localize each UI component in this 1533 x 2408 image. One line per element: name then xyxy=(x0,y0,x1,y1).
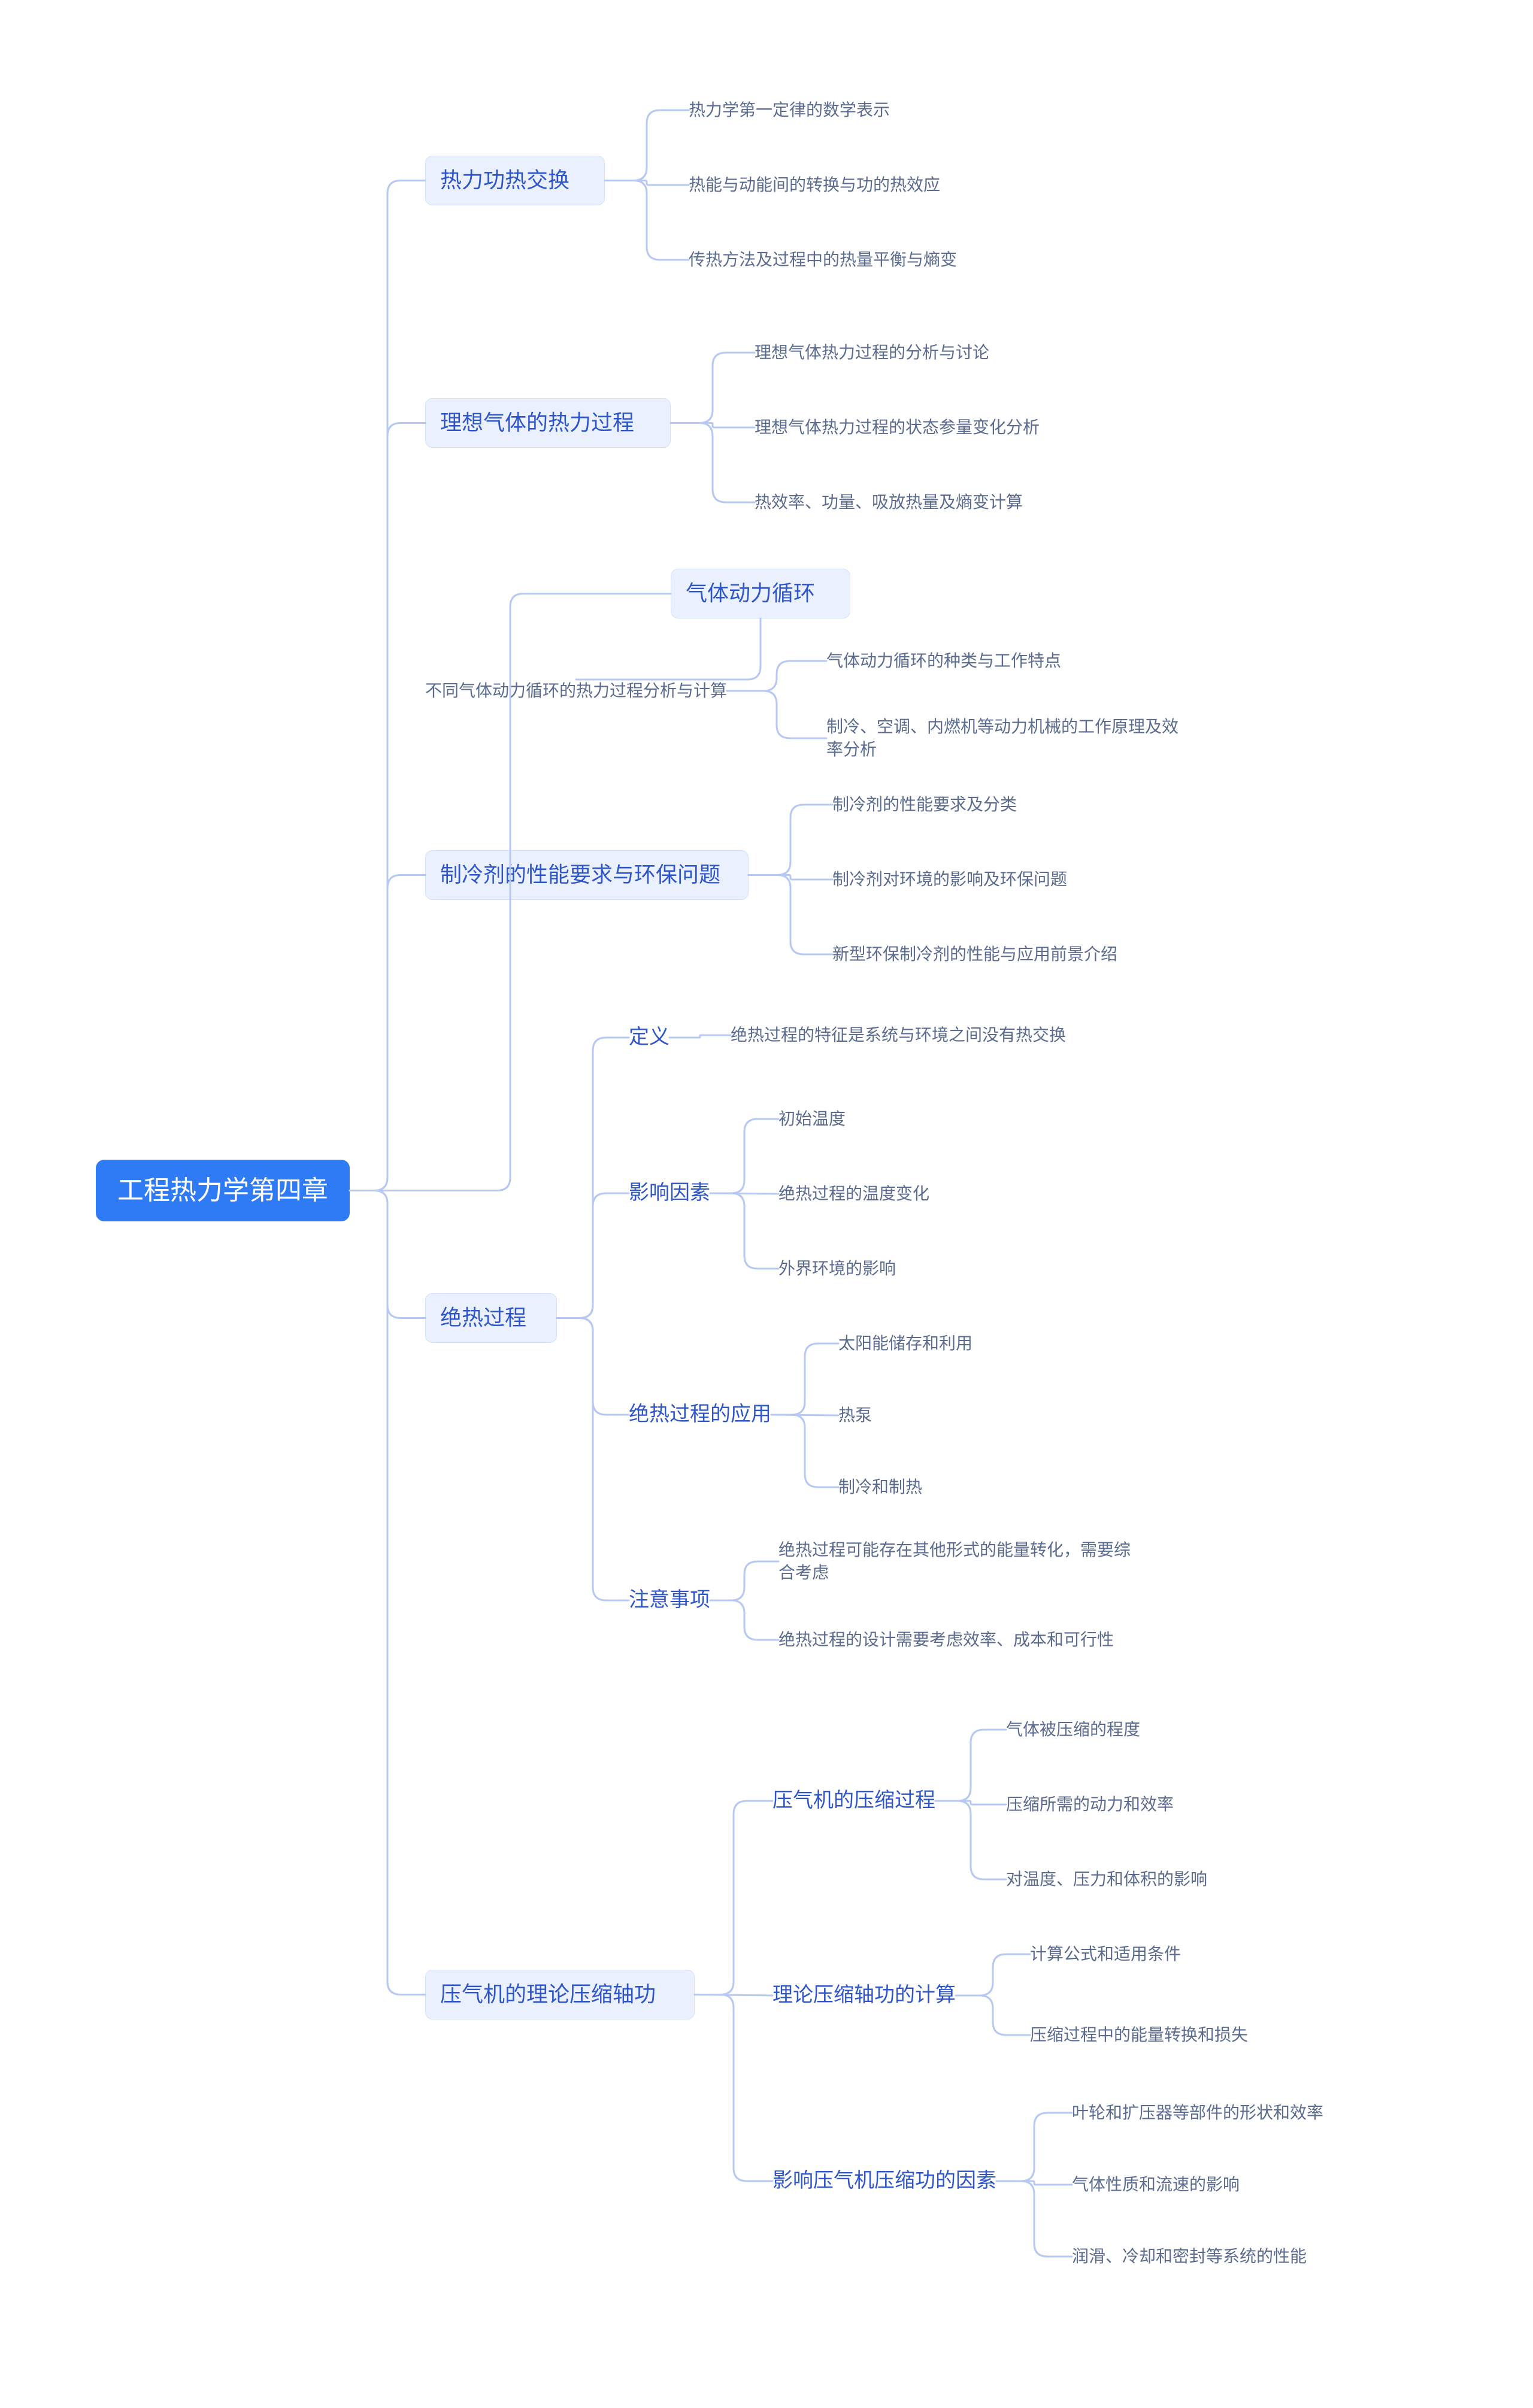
edge-n4-n4b xyxy=(749,875,832,880)
node-n_root[interactable]: 工程热力学第四章 xyxy=(96,1160,350,1221)
node-n3a2: 制冷、空调、内燃机等动力机械的工作原理及效率分析 xyxy=(826,715,1180,761)
node-n3[interactable]: 气体动力循环 xyxy=(671,569,850,618)
edge-n6i-n6i1 xyxy=(996,2113,1072,2181)
node-n4b: 制冷剂对环境的影响及环保问题 xyxy=(832,868,1067,891)
node-n2a: 理想气体热力过程的分析与讨论 xyxy=(755,341,989,364)
node-n3a: 不同气体动力循环的热力过程分析与计算 xyxy=(425,680,727,702)
edge-n2-n2b xyxy=(671,423,755,428)
edge-n5a-n5a1 xyxy=(771,1343,838,1415)
edge-n5f-n5f3 xyxy=(710,1193,778,1269)
edge-n2-n2a xyxy=(671,353,755,423)
edge-n6p-n6p3 xyxy=(935,1801,1006,1879)
node-n6p[interactable]: 压气机的压缩过程 xyxy=(772,1787,935,1815)
edge-n_root-n1 xyxy=(350,181,425,1191)
node-n4c: 新型环保制冷剂的性能与应用前景介绍 xyxy=(832,943,1117,966)
node-n4a: 制冷剂的性能要求及分类 xyxy=(832,793,1017,816)
edge-n6i-n6i3 xyxy=(996,2181,1072,2257)
node-n5n2: 绝热过程的设计需要考虑效率、成本和可行性 xyxy=(778,1628,1114,1651)
node-n5[interactable]: 绝热过程 xyxy=(425,1293,557,1343)
edge-n4-n4a xyxy=(749,805,832,875)
node-n5a3: 制冷和制热 xyxy=(838,1476,922,1499)
edge-n3a-n3a1 xyxy=(727,661,826,691)
edge-n5n-n5n1 xyxy=(710,1561,778,1600)
edge-n5a-n5a3 xyxy=(771,1415,838,1487)
edge-n5-n5d xyxy=(557,1038,629,1318)
node-n5f[interactable]: 影响因素 xyxy=(629,1179,710,1207)
node-n5a2: 热泵 xyxy=(838,1404,872,1427)
edge-n6i-n6i2 xyxy=(996,2181,1072,2185)
edge-n_root-n4 xyxy=(350,875,425,1191)
edge-n6p-n6p1 xyxy=(935,1730,1006,1801)
node-n6p3: 对温度、压力和体积的影响 xyxy=(1006,1868,1207,1891)
node-n6c[interactable]: 理论压缩轴功的计算 xyxy=(772,1982,956,2009)
edge-n4-n4c xyxy=(749,875,832,955)
node-n2c: 热效率、功量、吸放热量及熵变计算 xyxy=(755,491,1023,514)
edge-n6c-n6c1 xyxy=(956,1954,1030,1995)
node-n6[interactable]: 压气机的理论压缩轴功 xyxy=(425,1970,695,2019)
node-n5a1: 太阳能储存和利用 xyxy=(838,1332,972,1355)
node-n6p1: 气体被压缩的程度 xyxy=(1006,1718,1140,1741)
node-n5d[interactable]: 定义 xyxy=(629,1024,669,1051)
edge-n6c-n6c2 xyxy=(956,1995,1030,2035)
node-n5n[interactable]: 注意事项 xyxy=(629,1587,710,1614)
node-n5f2: 绝热过程的温度变化 xyxy=(778,1182,929,1205)
node-n2b: 理想气体热力过程的状态参量变化分析 xyxy=(755,416,1040,439)
node-n6c2: 压缩过程中的能量转换和损失 xyxy=(1030,2024,1248,2046)
edge-n6-n6i xyxy=(695,1995,772,2182)
node-n5f1: 初始温度 xyxy=(778,1108,846,1130)
node-n6i[interactable]: 影响压气机压缩功的因素 xyxy=(772,2167,996,2195)
edge-n6p-n6p2 xyxy=(935,1801,1006,1805)
edge-n5d-n5d1 xyxy=(669,1035,731,1038)
node-n5f3: 外界环境的影响 xyxy=(778,1257,896,1280)
node-n6i2: 气体性质和流速的影响 xyxy=(1072,2173,1240,2196)
edge-n1-n1c xyxy=(605,181,689,260)
node-n6p2: 压缩所需的动力和效率 xyxy=(1006,1793,1174,1816)
node-n1c: 传热方法及过程中的热量平衡与熵变 xyxy=(689,248,957,271)
node-n1[interactable]: 热力功热交换 xyxy=(425,156,605,205)
edge-n5f-n5f1 xyxy=(710,1119,778,1193)
node-n6c1: 计算公式和适用条件 xyxy=(1030,1943,1181,1966)
node-n3a1: 气体动力循环的种类与工作特点 xyxy=(826,650,1061,672)
node-n4[interactable]: 制冷剂的性能要求与环保问题 xyxy=(425,850,749,900)
edge-n5n-n5n2 xyxy=(710,1600,778,1640)
node-n6i3: 润滑、冷却和密封等系统的性能 xyxy=(1072,2245,1307,2268)
node-n1b: 热能与动能间的转换与功的热效应 xyxy=(689,174,940,196)
edge-n5-n5f xyxy=(557,1193,629,1318)
node-n6i1: 叶轮和扩压器等部件的形状和效率 xyxy=(1072,2101,1323,2124)
edge-n3-n3a xyxy=(576,618,761,680)
edge-n_root-n6 xyxy=(350,1191,425,1995)
edge-n6-n6c xyxy=(695,1995,772,1996)
edge-n6-n6p xyxy=(695,1801,772,1995)
edge-n_root-n2 xyxy=(350,423,425,1191)
edge-n_root-n5 xyxy=(350,1191,425,1318)
edge-n2-n2c xyxy=(671,423,755,503)
node-n1a: 热力学第一定律的数学表示 xyxy=(689,99,890,122)
edge-n5-n5a xyxy=(557,1318,629,1415)
node-n5n1: 绝热过程可能存在其他形式的能量转化，需要综合考虑 xyxy=(778,1539,1132,1584)
edge-n1-n1b xyxy=(605,181,689,186)
mindmap-canvas: 工程热力学第四章 热力功热交换 热力学第一定律的数学表示热能与动能间的转换与功的热效… xyxy=(0,0,1533,2408)
node-n5d1: 绝热过程的特征是系统与环境之间没有热交换 xyxy=(731,1024,1066,1047)
edge-n5-n5n xyxy=(557,1318,629,1601)
node-n2[interactable]: 理想气体的热力过程 xyxy=(425,398,671,448)
edge-n5f-n5f2 xyxy=(710,1193,778,1194)
edge-n3a-n3a2 xyxy=(727,691,826,738)
node-n5a[interactable]: 绝热过程的应用 xyxy=(629,1401,771,1429)
edge-n1-n1a xyxy=(605,110,689,181)
